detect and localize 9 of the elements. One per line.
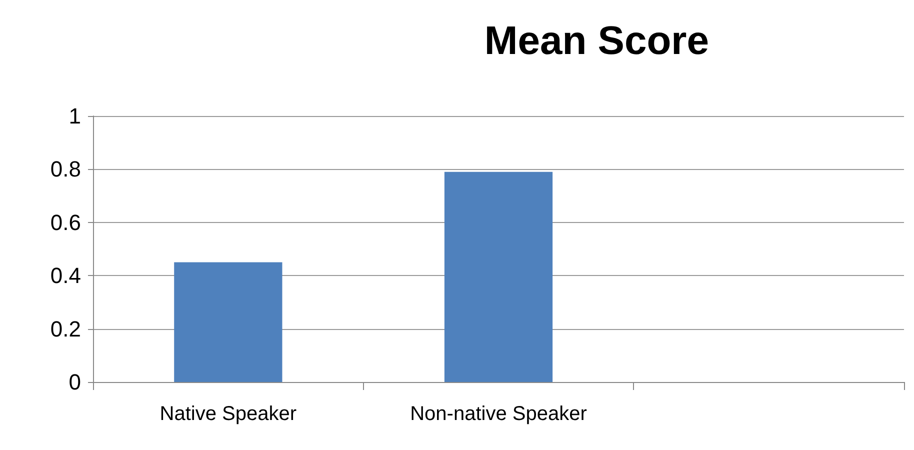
chart-title: Mean Score <box>484 19 709 63</box>
y-tick-label: 0.6 <box>50 210 81 235</box>
y-tick-label: 0.2 <box>50 316 81 342</box>
y-tick-label: 0.4 <box>50 263 81 288</box>
x-tick-label: Non-native Speaker <box>410 403 588 425</box>
y-tick-label: 0.8 <box>50 156 81 182</box>
y-tick-label: 0 <box>68 370 81 394</box>
y-tick-label: 1 <box>68 104 81 128</box>
x-tick-label: Native Speaker <box>160 403 297 425</box>
